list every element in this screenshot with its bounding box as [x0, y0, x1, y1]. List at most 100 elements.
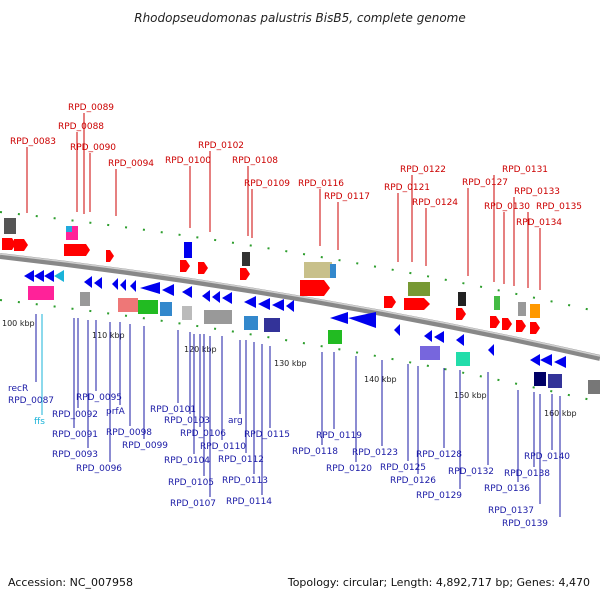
gene-reverse — [120, 279, 126, 291]
genome-backbone — [0, 253, 600, 361]
gene-forward — [456, 308, 466, 320]
gene-reverse — [212, 291, 220, 303]
genome-backbone-highlight — [0, 253, 600, 357]
gene-reverse — [456, 334, 464, 346]
gene-label-forward: RPD_0127 — [462, 178, 508, 188]
gene-label-forward: RPD_0135 — [536, 202, 582, 212]
scale-label: 100 kbp — [2, 319, 35, 328]
gene-reverse — [434, 331, 444, 343]
gene-forward — [80, 244, 90, 256]
gene-reverse — [330, 312, 348, 324]
gene-label-forward: RPD_0090 — [70, 143, 116, 153]
gene-reverse — [34, 270, 44, 282]
gene-label-reverse: RPD_0087 — [8, 396, 54, 406]
gene-label-forward: RPD_0117 — [324, 192, 370, 202]
gene-label-reverse: RPD_0114 — [226, 497, 272, 507]
gene-label-reverse: RPD_0115 — [244, 430, 290, 440]
gene-label-forward: RPD_0131 — [502, 165, 548, 175]
gene-label-forward: RPD_0109 — [244, 179, 290, 189]
gene-reverse — [348, 312, 376, 328]
gene-label-reverse: RPD_0091 — [52, 430, 98, 440]
gene-box — [548, 374, 562, 388]
gene-reverse — [94, 277, 102, 289]
gene-label-reverse: RPD_0138 — [504, 469, 550, 479]
gene-label-reverse: RPD_0137 — [488, 506, 534, 516]
forward-gene-labels: RPD_0083 RPD_0089 RPD_0088 RPD_0090 RPD_0094… — [10, 103, 582, 290]
gene-box — [534, 372, 546, 386]
gene-forward — [2, 238, 16, 250]
gene-forward — [530, 322, 540, 334]
gene-box — [420, 346, 440, 360]
gene-box — [242, 252, 250, 266]
gene-label-forward: RPD_0124 — [412, 198, 458, 208]
gene-label-forward: RPD_0122 — [400, 165, 446, 175]
gene-label-reverse: RPD_0140 — [524, 452, 570, 462]
gene-reverse — [272, 299, 284, 311]
gene-reverse — [140, 282, 160, 294]
gene-box — [408, 282, 430, 296]
gene-reverse — [112, 278, 118, 290]
gene-forward — [404, 298, 430, 310]
gene-label-reverse: RPD_0128 — [416, 450, 462, 460]
genome-summary-text: Topology: circular; Length: 4,892,717 bp… — [287, 576, 590, 589]
gene-box — [328, 330, 342, 344]
gene-label-reverse: prfA — [106, 407, 126, 417]
gene-box — [588, 380, 600, 394]
gene-label-forward: RPD_0116 — [298, 179, 344, 189]
map-title: Rhodopseudomonas palustris BisB5, comple… — [134, 11, 466, 25]
gene-label-reverse: RPD_0126 — [390, 476, 436, 486]
genome-track — [0, 211, 600, 403]
gene-label-reverse: RPD_0119 — [316, 431, 362, 441]
gene-box — [28, 286, 54, 300]
gene-reverse — [286, 300, 294, 312]
gene-label-forward: RPD_0130 — [484, 202, 530, 212]
gene-label-forward: RPD_0100 — [165, 156, 211, 166]
gene-label-forward: RPD_0134 — [516, 218, 562, 228]
gene-reverse — [162, 284, 174, 296]
gene-label-reverse: RPD_0118 — [292, 447, 338, 457]
gene-label-reverse: RPD_0120 — [326, 464, 372, 474]
scale-label: 130 kbp — [274, 359, 307, 368]
gene-forward — [180, 260, 190, 272]
gene-reverse — [24, 270, 34, 282]
gene-label-reverse: RPD_0106 — [180, 429, 226, 439]
gene-label-reverse: RPD_0112 — [218, 455, 264, 465]
gene-box — [244, 316, 258, 330]
gene-reverse — [540, 354, 552, 366]
gene-box — [304, 262, 332, 278]
gene-box — [458, 292, 466, 306]
scale-label: 110 kbp — [92, 331, 125, 340]
gene-forward — [300, 280, 330, 296]
scale-label: 140 kbp — [364, 375, 397, 384]
gene-reverse — [530, 354, 540, 366]
gene-box — [80, 292, 90, 306]
gene-label-reverse: RPD_0107 — [170, 499, 216, 509]
gene-reverse — [202, 290, 210, 302]
gene-label-forward: RPD_0121 — [384, 183, 430, 193]
gene-label-reverse: arg — [228, 416, 243, 426]
gene-forward — [106, 250, 114, 262]
gene-label-reverse: RPD_0095 — [76, 393, 122, 403]
gene-label-reverse: ffs — [34, 417, 45, 427]
gene-label-reverse: RPD_0096 — [76, 464, 122, 474]
gene-reverse — [244, 296, 256, 308]
gene-label-reverse: RPD_0092 — [52, 410, 98, 420]
gene-box — [518, 302, 526, 316]
gene-label-reverse: RPD_0132 — [448, 467, 494, 477]
gene-reverse — [44, 270, 54, 282]
gene-label-forward: RPD_0083 — [10, 137, 56, 147]
outer-ticks — [0, 211, 600, 313]
gene-box — [456, 352, 470, 366]
gene-reverse — [222, 292, 232, 304]
gene-label-reverse: RPD_0104 — [164, 456, 210, 466]
gene-label-forward: RPD_0088 — [58, 122, 104, 132]
gene-label-reverse: RPD_0101 — [150, 405, 196, 415]
gene-box — [118, 298, 138, 312]
gene-reverse — [554, 356, 566, 368]
gene-forward — [516, 320, 526, 332]
accession-text: Accession: NC_007958 — [8, 576, 133, 589]
gene-forward — [490, 316, 500, 328]
gene-label-reverse: RPD_0129 — [416, 491, 462, 501]
